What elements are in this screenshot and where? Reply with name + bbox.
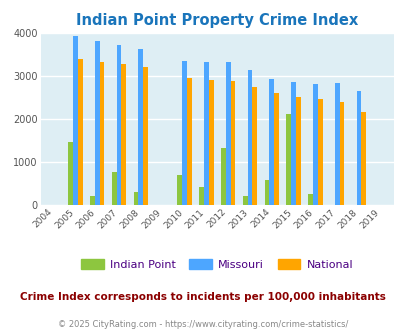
Bar <box>252 87 256 205</box>
Bar <box>73 36 78 205</box>
Bar <box>116 45 121 205</box>
Bar <box>186 79 191 205</box>
Bar <box>68 142 73 205</box>
Bar <box>133 192 138 205</box>
Bar <box>230 82 235 205</box>
Bar <box>334 83 339 205</box>
Bar <box>312 84 317 205</box>
Bar <box>208 80 213 205</box>
Legend: Indian Point, Missouri, National: Indian Point, Missouri, National <box>77 255 357 275</box>
Bar <box>339 103 343 205</box>
Bar <box>356 91 360 205</box>
Bar <box>198 187 203 205</box>
Bar <box>264 180 269 205</box>
Bar <box>143 67 148 205</box>
Text: © 2025 CityRating.com - https://www.cityrating.com/crime-statistics/: © 2025 CityRating.com - https://www.city… <box>58 320 347 329</box>
Bar <box>100 62 104 205</box>
Bar <box>225 62 230 205</box>
Bar <box>90 196 95 205</box>
Text: Crime Index corresponds to incidents per 100,000 inhabitants: Crime Index corresponds to incidents per… <box>20 292 385 302</box>
Bar <box>317 99 322 205</box>
Bar <box>121 64 126 205</box>
Bar <box>242 196 247 205</box>
Bar <box>360 112 365 205</box>
Bar <box>78 59 83 205</box>
Bar <box>307 194 312 205</box>
Bar <box>177 176 182 205</box>
Bar <box>295 97 300 205</box>
Bar <box>286 114 290 205</box>
Bar <box>182 61 186 205</box>
Title: Indian Point Property Crime Index: Indian Point Property Crime Index <box>76 13 358 28</box>
Bar <box>138 49 143 205</box>
Bar <box>112 172 116 205</box>
Bar <box>273 93 278 205</box>
Bar <box>247 70 252 205</box>
Bar <box>220 148 225 205</box>
Bar <box>290 82 295 205</box>
Bar <box>269 79 273 205</box>
Bar <box>203 62 208 205</box>
Bar <box>95 41 100 205</box>
